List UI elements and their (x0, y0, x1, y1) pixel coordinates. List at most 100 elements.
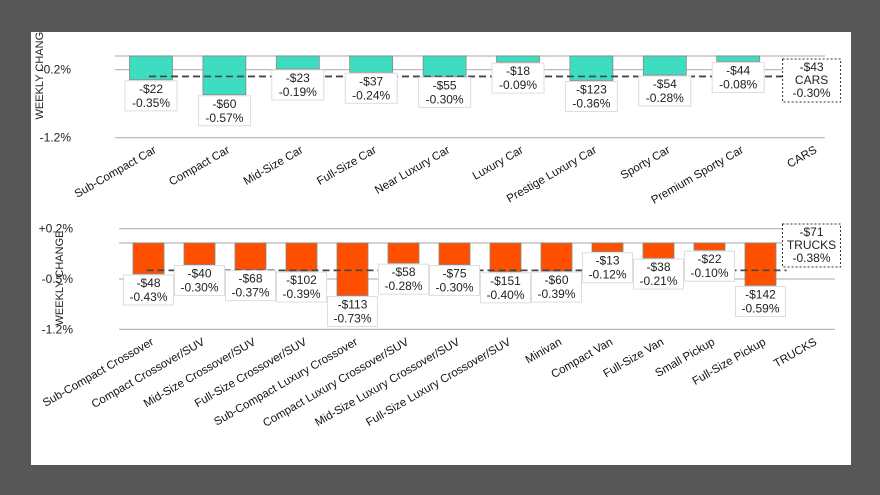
cars-total-box (782, 58, 842, 103)
cars-y-axis-label: WEEKLY CHANGE (34, 32, 46, 119)
trucks-y-tick-label: -0.5% (42, 272, 74, 286)
cars-data-label-box (491, 62, 545, 94)
trucks-data-label-box (123, 274, 174, 306)
cars-x-tick-label: Luxury Car (471, 144, 526, 183)
cars-data-label-box (197, 95, 251, 127)
trucks-data-label-dollar: -$142 (745, 287, 776, 301)
cars-bar (496, 55, 540, 63)
cars-bar (129, 55, 173, 81)
trucks-total-box (782, 223, 841, 268)
trucks-bar (693, 242, 726, 251)
cars-data-label-dollar: -$123 (576, 82, 607, 96)
trucks-bar (540, 242, 573, 272)
trucks-data-label-box (327, 296, 378, 328)
trucks-x-tick-label: Minivan (524, 336, 564, 366)
trucks-bar (234, 242, 267, 271)
trucks-data-label-box (531, 271, 582, 303)
trucks-data-label-pct: -0.37% (231, 286, 269, 300)
cars-x-tick-label: CARS (785, 144, 819, 171)
trucks-bar (438, 242, 471, 266)
cars-data-label-dollar: -$23 (286, 71, 310, 85)
trucks-data-label-pct: -0.59% (741, 301, 779, 315)
trucks-data-label-dollar: -$102 (286, 273, 317, 287)
cars-data-label-dollar: -$22 (139, 82, 163, 96)
trucks-x-tick-label: TRUCKS (772, 336, 819, 370)
trucks-data-label-dollar: -$48 (136, 276, 160, 290)
cars-data-label-dollar: -$60 (212, 97, 236, 111)
chart-panel: WEEKLY CHANGE -0.2% -1.2% -$22 -0.35% -$60 -0.… (31, 32, 851, 465)
cars-data-label-box (711, 61, 765, 93)
cars-data-label-pct: -0.28% (646, 91, 684, 105)
cars-data-label-pct: -0.09% (499, 78, 537, 92)
cars-x-tick-label: Compact Car (167, 144, 232, 188)
cars-data-label-pct: -0.35% (132, 96, 170, 110)
cars-x-tick-label: Full-Size Car (315, 144, 379, 188)
trucks-data-label-dollar: -$38 (646, 260, 670, 274)
cars-x-tick-label: Sporty Car (619, 144, 673, 182)
trucks-data-label-pct: -0.30% (180, 281, 218, 295)
cars-x-tick-label: Sub-Compact Car (73, 144, 159, 200)
trucks-data-label-box (225, 270, 276, 302)
trucks-data-label-dollar: -$58 (391, 265, 415, 279)
trucks-data-label-box (480, 272, 531, 304)
trucks-bar (591, 242, 624, 253)
trucks-data-label-pct: -0.28% (384, 279, 422, 293)
cars-data-label-pct: -0.08% (719, 77, 757, 91)
trucks-bar (489, 242, 522, 273)
cars-data-label-dollar: -$44 (726, 63, 750, 77)
cars-data-label-dollar: -$54 (653, 77, 677, 91)
trucks-bar (744, 242, 777, 286)
trucks-bar (642, 242, 675, 259)
trucks-data-label-pct: -0.39% (537, 287, 575, 301)
trucks-bar (183, 242, 216, 266)
cars-bar (642, 55, 687, 76)
cars-data-label-pct: -0.24% (352, 88, 390, 102)
trucks-data-label-dollar: -$22 (697, 252, 721, 266)
trucks-bar (132, 242, 165, 275)
trucks-data-label-pct: -0.10% (690, 266, 728, 280)
cars-data-label-pct: -0.36% (572, 96, 610, 110)
trucks-data-label-pct: -0.12% (588, 268, 626, 282)
trucks-bar (387, 242, 420, 264)
trucks-data-label-dollar: -$60 (544, 273, 568, 287)
trucks-data-label-box (684, 250, 735, 282)
trucks-data-label-dollar: -$75 (442, 267, 466, 281)
cars-total-dollar: -$43 (800, 60, 824, 74)
cars-data-label-pct: -0.30% (426, 92, 464, 106)
trucks-y-axis-label: WEEKLY CHANGE (54, 231, 66, 326)
trucks-data-label-pct: -0.30% (435, 281, 473, 295)
cars-x-tick-label: Mid-Size Car (242, 144, 306, 188)
cars-y-tick-label: -0.2% (40, 63, 72, 77)
trucks-data-label-dollar: -$68 (238, 272, 262, 286)
charts-svg: WEEKLY CHANGE-0.2%-1.2%-$22-0.35% -$60-0.… (34, 32, 842, 430)
trucks-data-label-pct: -0.73% (333, 312, 371, 326)
cars-data-label-pct: -0.57% (205, 111, 243, 125)
trucks-data-label-box (633, 258, 684, 290)
trucks-data-label-dollar: -$13 (595, 254, 619, 268)
cars-data-label-pct: -0.19% (279, 85, 317, 99)
cars-bar (349, 55, 394, 73)
cars-x-tick-label: Near Luxury Car (373, 144, 452, 197)
trucks-data-label-box (735, 285, 786, 317)
trucks-data-label-pct: -0.40% (486, 288, 524, 302)
trucks-data-label-box (276, 271, 327, 303)
trucks-data-label-dollar: -$151 (490, 274, 521, 288)
cars-data-label-dollar: -$55 (433, 78, 457, 92)
cars-y-tick-label: -1.2% (40, 131, 72, 145)
trucks-y-tick-label: -1.2% (42, 322, 74, 336)
trucks-total-dollar: -$71 (799, 225, 823, 239)
trucks-total-pct: -0.38% (792, 251, 830, 265)
trucks-data-label-box (174, 265, 225, 297)
trucks-data-label-dollar: -$113 (338, 298, 368, 312)
trucks-data-label-box (378, 263, 429, 295)
trucks-data-label-box (429, 265, 480, 297)
cars-data-label-box (271, 69, 325, 101)
cars-bar (202, 55, 247, 96)
trucks-bar (336, 242, 369, 296)
cars-bar (716, 55, 761, 62)
cars-data-label-box (344, 72, 398, 104)
trucks-y-tick-label: +0.2% (39, 222, 74, 236)
trucks-data-label-box (582, 252, 633, 284)
cars-bar (422, 55, 467, 77)
cars-data-label-dollar: -$37 (359, 74, 383, 88)
